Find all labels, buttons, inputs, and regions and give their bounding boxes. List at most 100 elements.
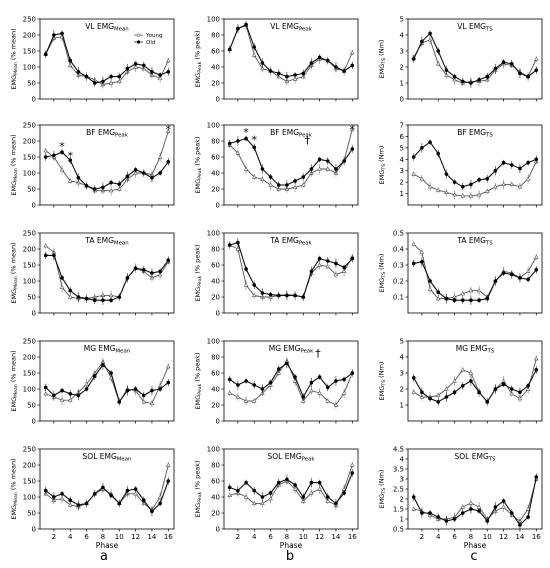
data-point [485, 74, 490, 79]
data-point [469, 81, 473, 85]
y-tick-label: 100 [207, 446, 220, 454]
data-point [444, 190, 449, 195]
series-old [43, 30, 171, 87]
series-line [45, 254, 169, 301]
series-young [227, 462, 355, 509]
data-point [243, 494, 249, 499]
data-point [165, 58, 171, 63]
x-axis-label: Phase [96, 541, 119, 550]
y-tick-label: 100 [23, 494, 36, 502]
data-point [468, 500, 474, 505]
data-point [427, 37, 433, 42]
x-tick-label: 6 [268, 533, 273, 541]
data-point [533, 254, 539, 259]
series-line [413, 32, 537, 84]
data-point [350, 63, 355, 68]
data-point [452, 180, 457, 184]
significance-marker: * [243, 126, 249, 139]
y-tick-label: 200 [23, 354, 36, 362]
data-point [501, 271, 506, 275]
data-point [276, 71, 281, 76]
data-point [534, 268, 539, 272]
data-point [268, 380, 273, 385]
data-point [309, 269, 314, 274]
data-point [325, 259, 330, 263]
data-point [108, 188, 114, 193]
y-tick-label: 200 [23, 32, 36, 40]
series-line [45, 32, 169, 84]
data-point [534, 68, 539, 72]
data-point [517, 396, 523, 401]
data-point [109, 298, 113, 303]
data-point [342, 159, 346, 163]
data-point [477, 78, 481, 82]
data-point [469, 379, 473, 383]
x-tick-label: 14 [147, 533, 156, 541]
significance-marker: * [67, 149, 73, 162]
y-tick-label: 50 [27, 294, 36, 302]
data-point [309, 61, 314, 65]
data-point [276, 293, 281, 298]
data-point [477, 509, 481, 513]
data-point [68, 498, 73, 503]
data-point [158, 387, 162, 391]
column-label-c: c [470, 549, 477, 564]
series-young [411, 35, 539, 87]
data-point [59, 496, 65, 501]
data-point [526, 384, 530, 388]
data-point [428, 511, 432, 515]
data-point [252, 145, 257, 150]
series-old [227, 237, 355, 301]
data-point [227, 493, 233, 497]
y-tick-label: 60 [211, 262, 220, 270]
y-tick-label: 150 [23, 48, 36, 56]
series-line [413, 261, 537, 301]
plot-frame [39, 340, 175, 422]
data-point [43, 488, 48, 493]
data-point [469, 298, 473, 303]
data-point [325, 398, 331, 403]
data-point [157, 272, 163, 277]
data-point [260, 61, 265, 65]
data-point [141, 63, 146, 68]
data-point [428, 140, 432, 144]
panel-12: SOL EMGMean EMGMean (% mean) 0 50 100 150 200 2… [10, 446, 175, 550]
data-point [260, 177, 265, 181]
y-tick-label: 0.1 [393, 294, 404, 302]
legend-label: Old [146, 40, 155, 46]
plot-frame [223, 448, 359, 530]
y-tick-label: 100 [207, 230, 220, 238]
series-line [413, 161, 537, 197]
data-point [108, 293, 114, 297]
data-point [293, 483, 297, 487]
data-point [59, 167, 65, 172]
y-tick-label: 200 [23, 138, 36, 146]
data-point [333, 272, 339, 277]
data-point [150, 388, 154, 393]
data-point [317, 157, 322, 162]
data-point [411, 171, 417, 176]
data-point [301, 71, 306, 76]
y-tick-label: 20 [211, 186, 220, 194]
data-point [517, 184, 523, 189]
data-point [149, 401, 155, 405]
data-point [526, 74, 530, 79]
plot-frame [39, 18, 175, 100]
data-point [165, 364, 171, 369]
y-tick-label: 80 [211, 138, 220, 146]
plot-frame [39, 448, 175, 530]
x-tick-label: 2 [420, 533, 424, 541]
data-point [419, 249, 425, 254]
x-tick-label: 4 [68, 533, 73, 541]
data-point [67, 178, 73, 183]
y-tick-label: 0 [32, 418, 36, 426]
y-axis-label: EMGPeak (% peak) [194, 30, 204, 87]
panel-title: TA EMGPeak [269, 236, 312, 246]
series-line [45, 131, 169, 192]
data-point [292, 378, 298, 383]
data-point [117, 400, 122, 404]
data-point [125, 488, 130, 493]
legend-marker [136, 32, 141, 37]
data-point [67, 63, 73, 67]
